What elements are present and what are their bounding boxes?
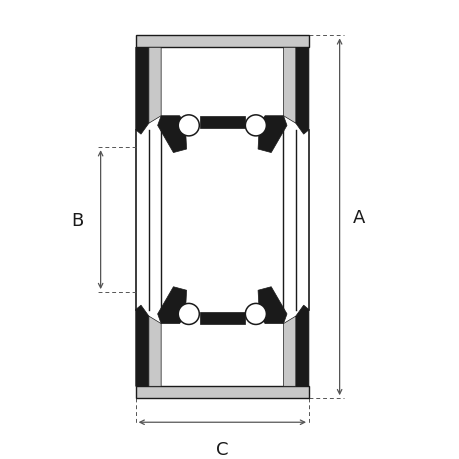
- Polygon shape: [295, 48, 308, 135]
- Polygon shape: [135, 306, 149, 386]
- Polygon shape: [283, 48, 295, 124]
- Polygon shape: [161, 324, 283, 386]
- Circle shape: [178, 116, 199, 137]
- Polygon shape: [135, 386, 308, 398]
- Polygon shape: [283, 316, 295, 386]
- Polygon shape: [161, 48, 283, 117]
- Text: A: A: [352, 208, 364, 226]
- Text: C: C: [216, 440, 228, 458]
- Polygon shape: [149, 316, 161, 386]
- Polygon shape: [257, 117, 286, 153]
- Polygon shape: [135, 48, 149, 135]
- Polygon shape: [199, 117, 244, 128]
- Polygon shape: [257, 287, 286, 324]
- Polygon shape: [149, 48, 161, 124]
- Circle shape: [245, 304, 266, 325]
- Circle shape: [245, 116, 266, 137]
- Polygon shape: [157, 287, 186, 324]
- Polygon shape: [199, 312, 244, 324]
- Polygon shape: [135, 36, 308, 48]
- Circle shape: [178, 304, 199, 325]
- Polygon shape: [157, 117, 186, 153]
- Text: B: B: [71, 211, 83, 229]
- Polygon shape: [295, 306, 308, 386]
